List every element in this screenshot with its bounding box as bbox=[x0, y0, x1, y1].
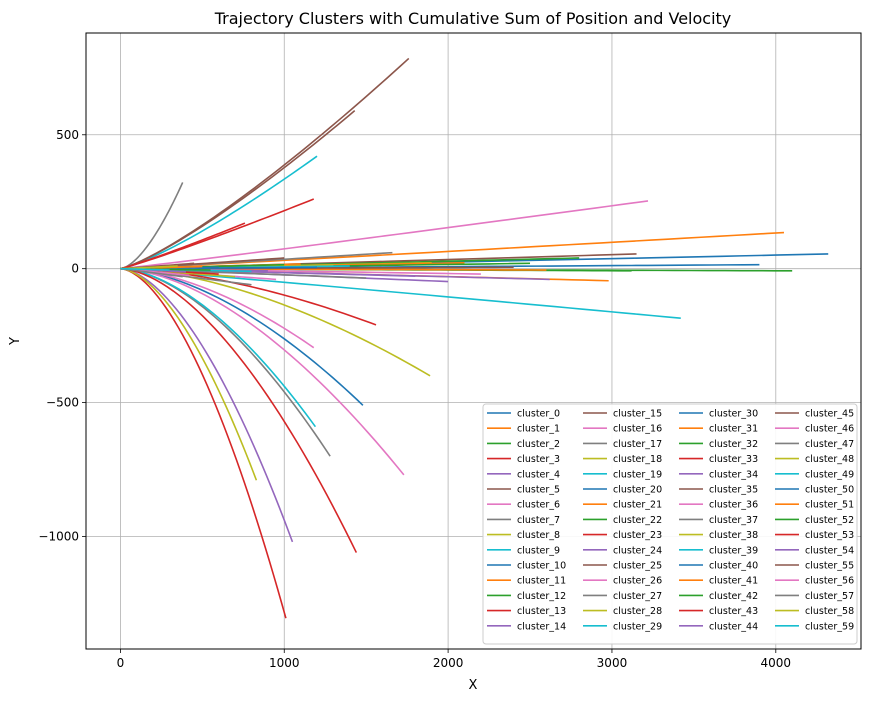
legend-label: cluster_12 bbox=[517, 591, 566, 602]
legend-label: cluster_27 bbox=[613, 591, 662, 602]
legend-label: cluster_41 bbox=[709, 576, 758, 587]
legend-label: cluster_37 bbox=[709, 515, 758, 526]
chart-title: Trajectory Clusters with Cumulative Sum … bbox=[214, 9, 732, 28]
legend-label: cluster_29 bbox=[613, 621, 662, 632]
legend-label: cluster_58 bbox=[805, 606, 854, 617]
legend-label: cluster_46 bbox=[805, 424, 854, 435]
series-line-cluster-29 bbox=[120, 267, 317, 428]
series-line-cluster-13 bbox=[120, 267, 287, 619]
series-line-cluster-19 bbox=[120, 155, 318, 270]
legend-label: cluster_54 bbox=[805, 545, 854, 556]
legend-box bbox=[482, 403, 858, 645]
legend-label: cluster_32 bbox=[709, 439, 758, 450]
series-line-cluster-57 bbox=[120, 267, 183, 278]
y-tick-label: 500 bbox=[56, 128, 79, 142]
legend-label: cluster_6 bbox=[517, 500, 560, 511]
legend-label: cluster_13 bbox=[517, 606, 566, 617]
legend-label: cluster_22 bbox=[613, 515, 662, 526]
legend-label: cluster_9 bbox=[517, 545, 560, 556]
legend-label: cluster_34 bbox=[709, 469, 758, 480]
legend-label: cluster_7 bbox=[517, 515, 560, 526]
x-tick-label: 4000 bbox=[761, 656, 792, 670]
x-tick-label: 1000 bbox=[269, 656, 300, 670]
legend-label: cluster_0 bbox=[517, 409, 560, 420]
series-line-cluster-18 bbox=[120, 267, 258, 481]
legend-label: cluster_43 bbox=[709, 606, 758, 617]
legend-label: cluster_3 bbox=[517, 454, 560, 465]
legend-label: cluster_59 bbox=[805, 621, 854, 632]
y-tick-label: 0 bbox=[71, 262, 79, 276]
legend-label: cluster_30 bbox=[709, 409, 758, 420]
legend-label: cluster_55 bbox=[805, 561, 854, 572]
legend-label: cluster_20 bbox=[613, 485, 662, 496]
legend-label: cluster_47 bbox=[805, 439, 854, 450]
x-tick-label: 2000 bbox=[433, 656, 464, 670]
series-lines bbox=[120, 57, 829, 619]
legend-label: cluster_39 bbox=[709, 545, 758, 556]
series-line-cluster-6 bbox=[120, 200, 649, 270]
legend-label: cluster_8 bbox=[517, 530, 560, 541]
legend-label: cluster_56 bbox=[805, 576, 854, 587]
legend-label: cluster_23 bbox=[613, 530, 662, 541]
legend-label: cluster_38 bbox=[709, 530, 758, 541]
x-tick-label: 3000 bbox=[597, 656, 628, 670]
legend-label: cluster_17 bbox=[613, 439, 662, 450]
legend-label: cluster_48 bbox=[805, 454, 854, 465]
legend-label: cluster_2 bbox=[517, 439, 560, 450]
legend-label: cluster_14 bbox=[517, 621, 566, 632]
legend-label: cluster_44 bbox=[709, 621, 758, 632]
legend-label: cluster_5 bbox=[517, 485, 560, 496]
legend-label: cluster_28 bbox=[613, 606, 662, 617]
legend-label: cluster_36 bbox=[709, 500, 758, 511]
legend-label: cluster_45 bbox=[805, 409, 854, 420]
legend-label: cluster_25 bbox=[613, 561, 662, 572]
series-line-cluster-27 bbox=[120, 182, 184, 270]
legend-label: cluster_24 bbox=[613, 545, 662, 556]
legend-label: cluster_4 bbox=[517, 469, 560, 480]
y-tick-label: −1000 bbox=[38, 530, 79, 544]
legend-label: cluster_49 bbox=[805, 469, 854, 480]
y-tick-label: −500 bbox=[46, 396, 79, 410]
series-line-cluster-59 bbox=[120, 267, 170, 271]
legend-label: cluster_26 bbox=[613, 576, 662, 587]
x-axis-label: X bbox=[469, 678, 478, 693]
legend-label: cluster_18 bbox=[613, 454, 662, 465]
legend-label: cluster_15 bbox=[613, 409, 662, 420]
series-line-cluster-9 bbox=[120, 267, 681, 320]
series-line-cluster-10 bbox=[120, 267, 364, 406]
series-line-cluster-14 bbox=[120, 267, 294, 543]
legend-label: cluster_31 bbox=[709, 424, 758, 435]
legend-label: cluster_21 bbox=[613, 500, 662, 511]
legend-label: cluster_16 bbox=[613, 424, 662, 435]
legend-label: cluster_50 bbox=[805, 485, 854, 496]
y-axis-label: Y bbox=[8, 337, 23, 346]
legend-label: cluster_40 bbox=[709, 561, 758, 572]
series-line-cluster-25 bbox=[120, 110, 356, 270]
x-tick-label: 0 bbox=[117, 656, 125, 670]
series-line-cluster-43 bbox=[120, 222, 246, 270]
series-line-cluster-33 bbox=[120, 267, 358, 553]
legend-label: cluster_52 bbox=[805, 515, 854, 526]
legend-label: cluster_10 bbox=[517, 561, 566, 572]
legend-label: cluster_57 bbox=[805, 591, 854, 602]
legend: cluster_0cluster_1cluster_2cluster_3clus… bbox=[482, 403, 858, 645]
plot-area-frame bbox=[85, 32, 862, 650]
legend-label: cluster_35 bbox=[709, 485, 758, 496]
legend-label: cluster_19 bbox=[613, 469, 662, 480]
series-line-cluster-26 bbox=[120, 267, 405, 476]
series-line-cluster-5 bbox=[120, 57, 410, 270]
legend-label: cluster_11 bbox=[517, 576, 566, 587]
legend-label: cluster_1 bbox=[517, 424, 560, 435]
legend-label: cluster_42 bbox=[709, 591, 758, 602]
legend-label: cluster_53 bbox=[805, 530, 854, 541]
legend-label: cluster_51 bbox=[805, 500, 854, 511]
legend-label: cluster_33 bbox=[709, 454, 758, 465]
